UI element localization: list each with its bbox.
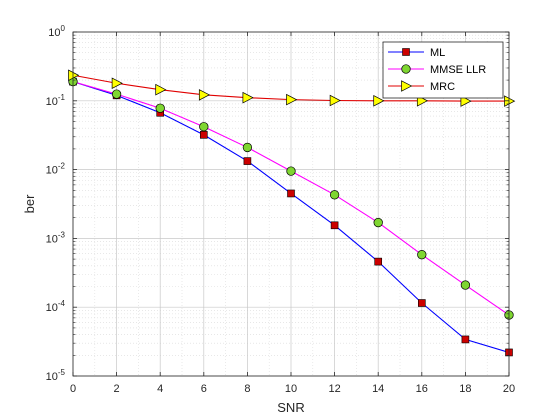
legend-marker <box>402 48 410 56</box>
x-tick-label: 18 <box>459 383 471 395</box>
legend-item-mrc: MRC <box>388 80 455 93</box>
x-tick-labels: 0 2 4 6 8 10 12 14 16 18 20 <box>70 383 515 395</box>
x-tick-label: 20 <box>503 383 515 395</box>
x-tick-label: 16 <box>416 383 428 395</box>
data-point-ml <box>200 131 208 139</box>
legend-label: MRC <box>430 81 455 93</box>
y-axis-label: ber <box>22 194 37 213</box>
x-tick-label: 8 <box>244 383 250 395</box>
data-point-mmse-llr <box>329 190 340 200</box>
x-tick-label: 12 <box>328 383 340 395</box>
data-point-mmse-llr <box>111 89 122 99</box>
legend-label: MMSE LLR <box>430 64 486 76</box>
data-point-mrc <box>198 89 211 101</box>
legend-item-mmse-llr: MMSE LLR <box>388 64 486 76</box>
data-point-ml <box>461 335 470 344</box>
y-tick-label: 10-5 <box>46 368 66 383</box>
x-tick-label: 10 <box>285 383 297 395</box>
legend: ML MMSE LLR MRC <box>382 41 504 99</box>
legend-marker <box>401 64 411 74</box>
x-tick-label: 6 <box>201 383 207 395</box>
data-point-mmse-llr <box>242 142 253 153</box>
y-tick-labels: 100 10-1 10-2 10-3 10-4 10-5 <box>46 24 66 383</box>
x-tick-label: 4 <box>157 383 163 395</box>
watermark: CSDN @我爱C编程 <box>424 395 548 411</box>
data-point-mmse-llr <box>155 103 165 113</box>
y-tick-label: 100 <box>48 24 65 39</box>
data-point-mrc <box>111 77 123 90</box>
data-point-ml <box>243 157 252 165</box>
data-point-mrc <box>460 95 472 107</box>
data-point-mmse-llr <box>286 166 296 176</box>
x-tick-label: 0 <box>70 383 76 395</box>
data-point-ml <box>330 221 339 230</box>
x-tick-label: 2 <box>114 383 120 395</box>
data-point-mmse-llr <box>417 250 427 260</box>
data-point-mrc <box>373 95 385 107</box>
legend-marker <box>401 80 413 92</box>
data-point-mrc <box>242 91 254 104</box>
data-point-ml <box>374 257 383 266</box>
ticks <box>72 31 510 377</box>
data-point-mrc <box>68 69 80 82</box>
legend-label: ML <box>430 47 445 59</box>
legend-item-ml: ML <box>388 47 445 59</box>
y-tick-label: 10-2 <box>46 162 66 177</box>
data-point-mmse-llr <box>460 280 471 290</box>
x-tick-label: 14 <box>372 383 384 395</box>
data-point-mrc <box>155 83 167 96</box>
x-axis-label: SNR <box>277 400 304 415</box>
data-point-mmse-llr <box>199 122 209 132</box>
data-point-mmse-llr <box>373 217 383 228</box>
data-point-mrc <box>286 93 298 106</box>
y-tick-label: 10-3 <box>46 230 66 245</box>
data-point-mrc <box>329 94 341 107</box>
data-point-ml <box>287 189 295 198</box>
data-point-ml <box>417 299 426 307</box>
y-tick-label: 10-4 <box>46 299 66 314</box>
y-tick-label: 10-1 <box>46 93 66 108</box>
